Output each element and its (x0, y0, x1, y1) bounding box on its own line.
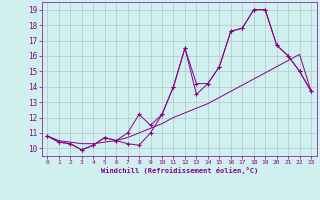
X-axis label: Windchill (Refroidissement éolien,°C): Windchill (Refroidissement éolien,°C) (100, 167, 258, 174)
